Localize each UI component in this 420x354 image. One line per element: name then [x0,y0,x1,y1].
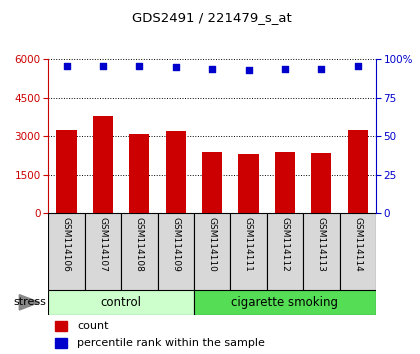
Point [245,67,252,73]
Bar [275,152,295,213]
Bar [348,130,368,213]
Text: count: count [77,321,109,331]
Point [318,66,325,72]
Bar [165,131,186,213]
Text: GSM114111: GSM114111 [244,217,253,272]
Text: GSM114107: GSM114107 [98,217,108,272]
Text: stress: stress [13,297,46,307]
Text: percentile rank within the sample: percentile rank within the sample [77,338,265,348]
Bar [194,213,230,290]
Bar [311,153,331,213]
Text: control: control [101,296,142,309]
Text: GSM114108: GSM114108 [135,217,144,272]
Text: GSM114110: GSM114110 [207,217,217,272]
Point [172,64,179,70]
Text: GSM114113: GSM114113 [317,217,326,272]
Bar [85,213,121,290]
Text: GSM114109: GSM114109 [171,217,180,272]
Bar [55,338,68,348]
Point [354,63,361,68]
Bar [339,213,376,290]
Bar [93,116,113,213]
Bar [303,213,339,290]
Text: GDS2491 / 221479_s_at: GDS2491 / 221479_s_at [132,11,292,24]
Bar [48,290,194,315]
Bar [267,213,303,290]
Bar [121,213,158,290]
Point [63,63,70,68]
Text: GSM114106: GSM114106 [62,217,71,272]
Point [281,66,288,72]
Bar [57,130,76,213]
Bar [230,213,267,290]
Text: GSM114112: GSM114112 [281,217,289,272]
Bar [48,213,85,290]
Bar [194,290,376,315]
Bar [55,321,68,331]
Bar [129,134,150,213]
Point [100,63,106,68]
Point [136,63,143,68]
Bar [158,213,194,290]
Text: GSM114114: GSM114114 [353,217,362,272]
Polygon shape [19,295,39,310]
Point [209,66,215,72]
Bar [202,152,222,213]
Bar [239,154,259,213]
Text: cigarette smoking: cigarette smoking [231,296,339,309]
